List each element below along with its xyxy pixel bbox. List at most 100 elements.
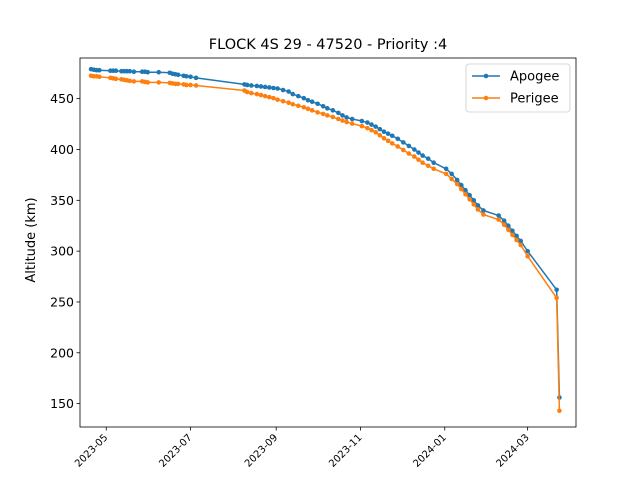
series-perigee xyxy=(88,73,562,414)
data-point-apogee-43 xyxy=(330,108,336,113)
data-point-apogee-19 xyxy=(175,72,181,78)
data-point-apogee-53 xyxy=(381,129,387,134)
legend-marker-apogee xyxy=(483,73,489,79)
data-point-perigee-73 xyxy=(496,217,501,222)
data-point-perigee-26 xyxy=(249,90,254,96)
data-point-perigee-81 xyxy=(557,408,562,414)
data-point-perigee-52 xyxy=(377,132,383,138)
data-point-perigee-59 xyxy=(412,154,417,159)
data-point-perigee-77 xyxy=(514,237,519,243)
data-point-apogee-47 xyxy=(349,116,355,122)
data-point-apogee-62 xyxy=(425,156,431,161)
data-point-apogee-70 xyxy=(471,198,477,203)
data-point-apogee-71 xyxy=(475,203,481,208)
data-point-apogee-26 xyxy=(249,83,254,88)
data-point-apogee-32 xyxy=(275,86,280,91)
data-point-apogee-55 xyxy=(389,133,395,139)
data-point-apogee-52 xyxy=(377,126,383,132)
legend-label-apogee: Apogee xyxy=(510,70,559,85)
data-point-apogee-35 xyxy=(290,91,296,97)
series-apogee xyxy=(88,66,562,400)
data-point-perigee-31 xyxy=(271,95,276,101)
data-point-apogee-36 xyxy=(296,93,301,99)
data-point-perigee-10 xyxy=(127,78,133,84)
data-point-perigee-11 xyxy=(131,79,137,84)
data-point-perigee-74 xyxy=(501,222,507,228)
data-point-apogee-61 xyxy=(420,153,425,158)
data-point-apogee-38 xyxy=(305,97,311,103)
data-point-perigee-80 xyxy=(554,295,559,301)
data-point-apogee-76 xyxy=(510,228,515,234)
data-point-perigee-56 xyxy=(395,144,401,149)
data-point-apogee-40 xyxy=(315,101,320,107)
data-point-perigee-25 xyxy=(244,89,250,95)
data-point-perigee-22 xyxy=(188,82,193,88)
data-point-perigee-49 xyxy=(365,125,370,131)
data-point-apogee-6 xyxy=(113,68,119,74)
data-point-apogee-34 xyxy=(286,89,291,94)
data-point-apogee-48 xyxy=(359,118,365,124)
data-point-apogee-49 xyxy=(365,120,370,125)
data-point-perigee-53 xyxy=(381,136,387,141)
data-point-apogee-30 xyxy=(266,85,272,90)
data-point-apogee-74 xyxy=(501,218,507,223)
data-point-apogee-31 xyxy=(271,85,276,91)
data-point-perigee-39 xyxy=(309,108,315,113)
data-point-apogee-64 xyxy=(443,166,449,172)
data-point-perigee-3 xyxy=(97,74,102,80)
data-point-perigee-27 xyxy=(254,91,260,97)
data-point-perigee-65 xyxy=(449,176,454,182)
data-point-apogee-21 xyxy=(184,74,189,79)
data-point-apogee-25 xyxy=(244,82,250,88)
chart-title: FLOCK 4S 29 - 47520 - Priority :4 xyxy=(209,37,447,53)
data-point-apogee-58 xyxy=(406,143,412,149)
data-point-apogee-11 xyxy=(131,69,137,75)
data-point-apogee-78 xyxy=(518,238,524,244)
data-point-perigee-57 xyxy=(401,147,406,153)
data-point-apogee-45 xyxy=(340,113,345,118)
data-point-apogee-79 xyxy=(525,248,530,254)
data-point-apogee-22 xyxy=(188,74,193,80)
data-point-apogee-23 xyxy=(193,75,199,81)
data-point-apogee-29 xyxy=(262,84,268,90)
data-point-apogee-69 xyxy=(467,192,472,198)
data-point-perigee-21 xyxy=(184,82,189,88)
data-point-apogee-39 xyxy=(309,99,315,105)
data-point-apogee-44 xyxy=(336,110,341,116)
data-point-apogee-42 xyxy=(325,106,330,111)
data-point-perigee-23 xyxy=(193,83,199,88)
series-layer xyxy=(88,66,562,414)
data-point-perigee-28 xyxy=(258,92,264,98)
data-point-apogee-75 xyxy=(506,223,511,229)
data-point-apogee-50 xyxy=(369,122,374,127)
legend-marker-perigee xyxy=(483,95,489,101)
data-point-perigee-64 xyxy=(443,171,449,177)
data-point-perigee-69 xyxy=(467,197,472,202)
data-point-perigee-76 xyxy=(510,232,515,238)
data-point-apogee-67 xyxy=(459,182,464,188)
y-tick-label-1: 200 xyxy=(50,345,74,360)
data-point-perigee-75 xyxy=(506,227,511,233)
data-point-perigee-40 xyxy=(315,110,320,115)
data-point-apogee-77 xyxy=(514,233,519,239)
data-point-perigee-30 xyxy=(266,94,272,100)
data-point-perigee-55 xyxy=(389,141,395,146)
legend: Apogee Perigee xyxy=(465,63,571,113)
data-point-perigee-48 xyxy=(359,123,365,129)
data-point-perigee-29 xyxy=(262,93,268,99)
data-point-perigee-61 xyxy=(420,160,425,165)
data-point-apogee-56 xyxy=(395,136,401,142)
data-point-perigee-35 xyxy=(290,101,296,107)
y-tick-label-0: 150 xyxy=(50,396,74,411)
data-point-apogee-57 xyxy=(401,140,406,145)
data-point-perigee-54 xyxy=(385,138,391,144)
data-point-perigee-37 xyxy=(301,105,307,110)
data-point-perigee-78 xyxy=(518,242,524,248)
data-point-perigee-44 xyxy=(336,116,341,122)
data-point-apogee-27 xyxy=(254,83,260,89)
data-point-perigee-58 xyxy=(406,151,412,156)
data-point-apogee-65 xyxy=(449,171,454,177)
data-point-perigee-46 xyxy=(344,119,349,125)
data-point-perigee-50 xyxy=(369,127,374,133)
